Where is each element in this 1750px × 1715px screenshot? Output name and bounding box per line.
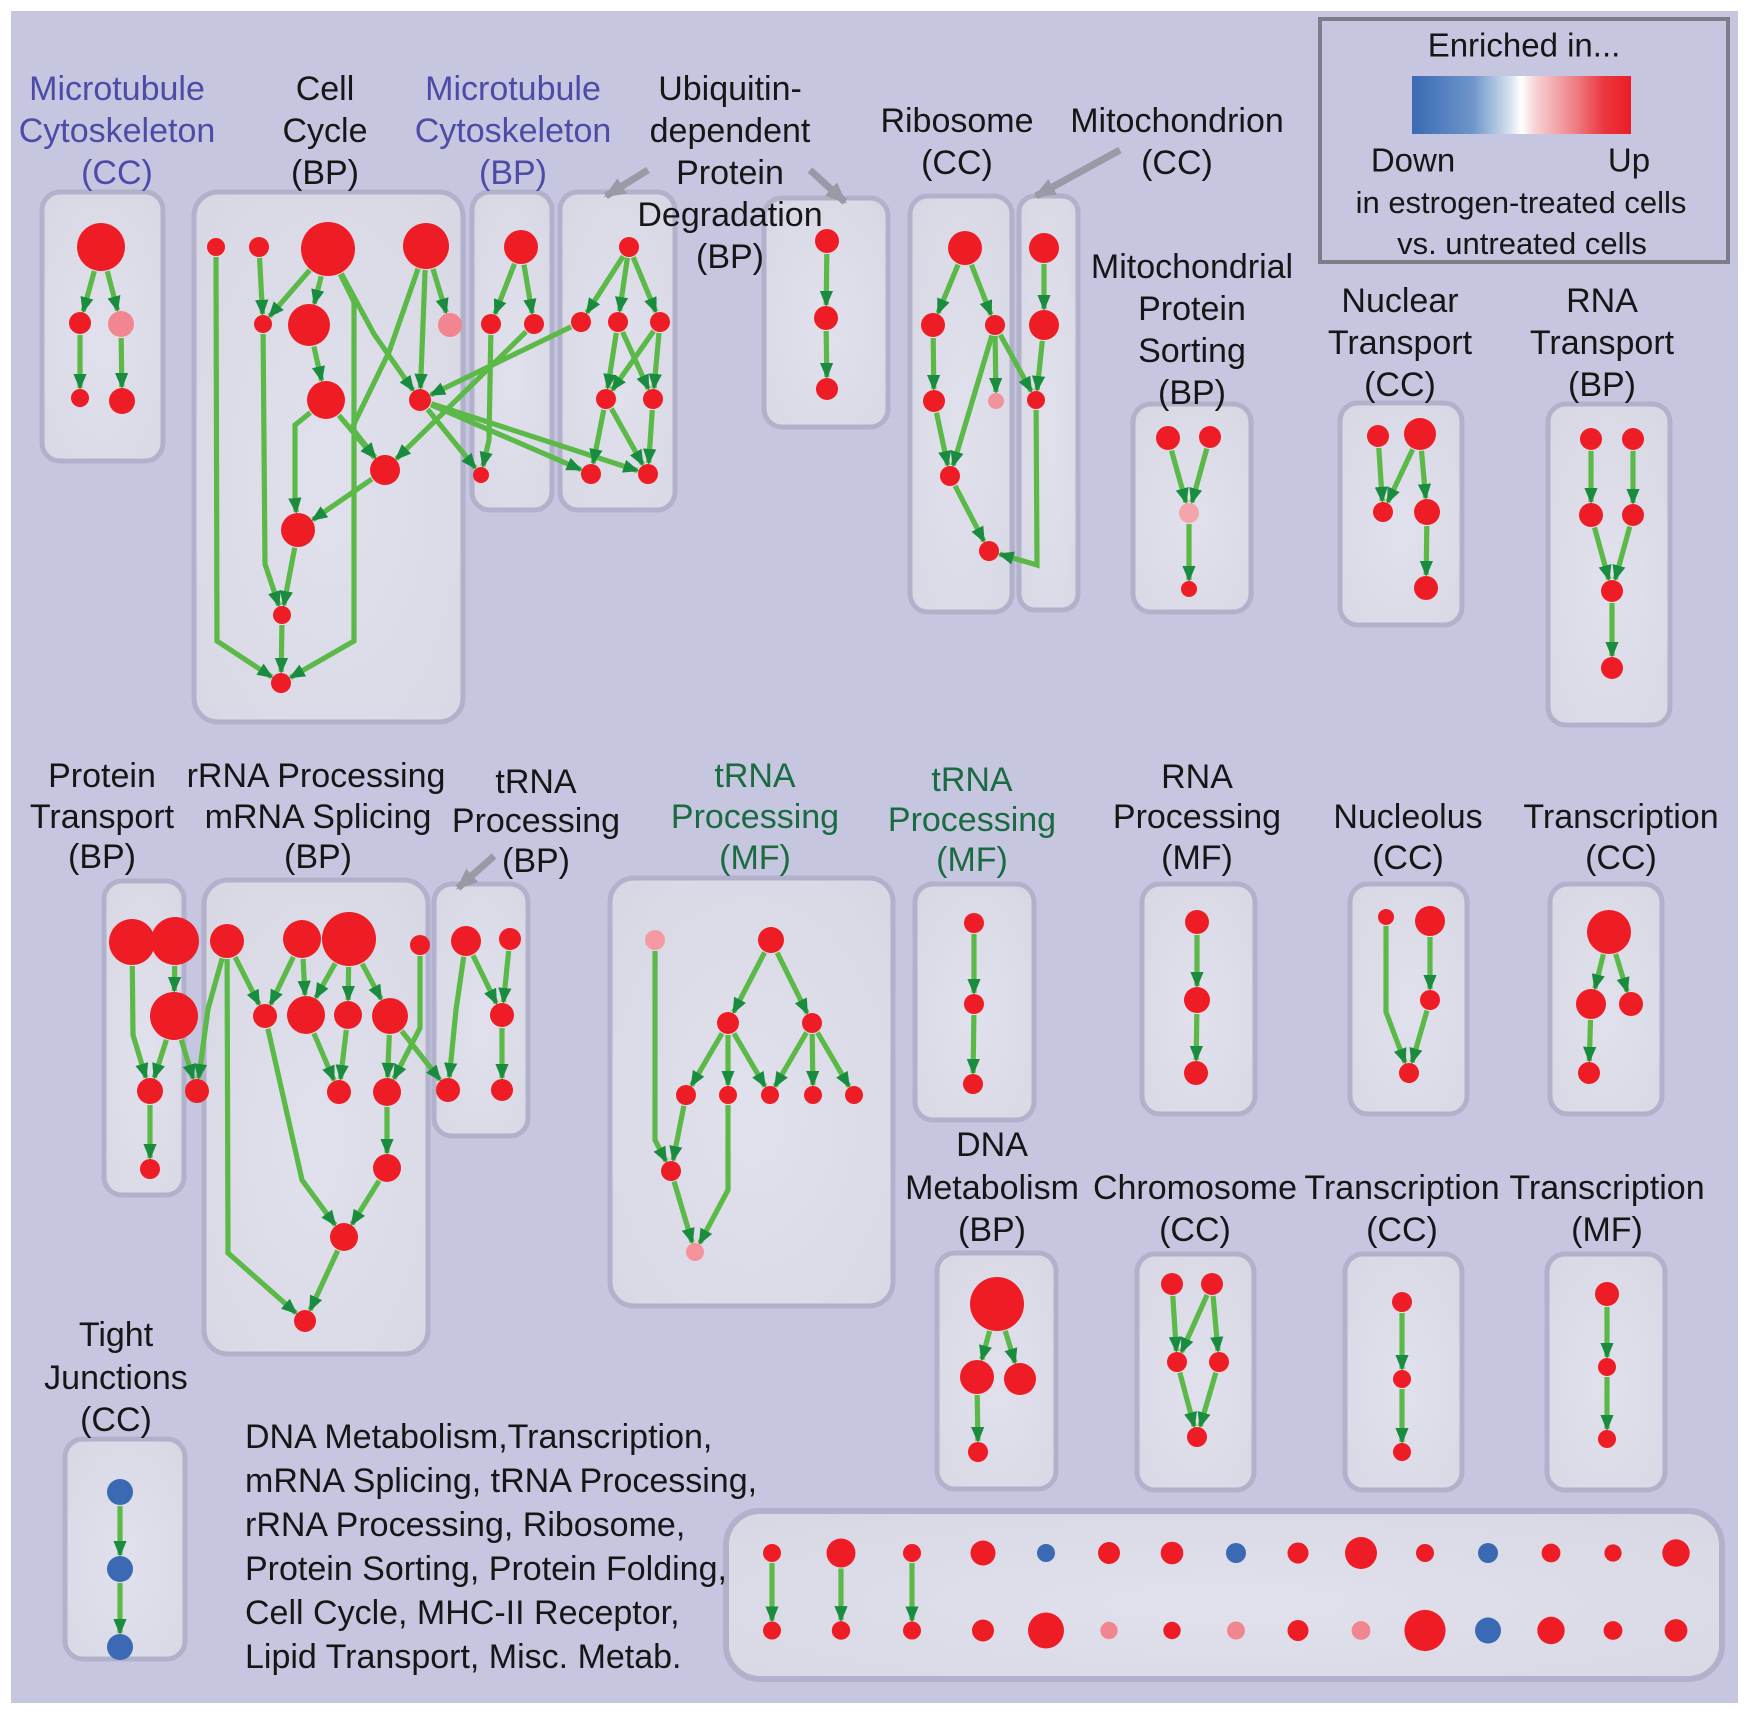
svg-text:Cycle: Cycle <box>282 112 367 150</box>
svg-text:Down: Down <box>1371 142 1455 179</box>
svg-text:Ribosome: Ribosome <box>880 102 1033 140</box>
svg-text:dependent: dependent <box>650 112 811 150</box>
svg-text:Mitochondrial: Mitochondrial <box>1091 248 1293 286</box>
svg-text:Transcription: Transcription <box>1523 798 1718 836</box>
svg-text:(MF): (MF) <box>936 841 1008 879</box>
svg-text:Processing: Processing <box>671 798 839 836</box>
svg-text:Protein: Protein <box>48 757 156 795</box>
svg-text:Sorting: Sorting <box>1138 332 1246 370</box>
svg-text:Transcription: Transcription <box>1509 1169 1704 1207</box>
svg-text:mRNA Splicing, tRNA Processing: mRNA Splicing, tRNA Processing, <box>245 1462 757 1500</box>
svg-text:(CC): (CC) <box>1364 366 1436 404</box>
svg-text:(MF): (MF) <box>719 839 791 877</box>
svg-text:Processing: Processing <box>1113 798 1281 836</box>
svg-text:(CC): (CC) <box>1585 839 1657 877</box>
svg-text:Cell: Cell <box>296 70 355 108</box>
svg-text:Transport: Transport <box>30 798 175 836</box>
svg-text:tRNA: tRNA <box>931 761 1013 799</box>
svg-text:Protein: Protein <box>676 154 784 192</box>
svg-text:mRNA Splicing: mRNA Splicing <box>205 798 432 836</box>
svg-text:Processing: Processing <box>452 802 620 840</box>
svg-text:(CC): (CC) <box>1141 144 1213 182</box>
svg-text:DNA: DNA <box>956 1126 1028 1164</box>
svg-text:(CC): (CC) <box>1366 1211 1438 1249</box>
svg-text:DNA Metabolism,Transcription,: DNA Metabolism,Transcription, <box>245 1418 712 1456</box>
svg-text:(BP): (BP) <box>1568 366 1636 404</box>
svg-text:Enriched in...: Enriched in... <box>1428 27 1621 64</box>
svg-text:Nucleolus: Nucleolus <box>1333 798 1482 836</box>
svg-text:(CC): (CC) <box>921 144 993 182</box>
svg-text:Processing: Processing <box>888 801 1056 839</box>
svg-text:tRNA: tRNA <box>714 757 796 795</box>
svg-text:(BP): (BP) <box>291 154 359 192</box>
svg-text:Protein: Protein <box>1138 290 1246 328</box>
svg-text:Mitochondrion: Mitochondrion <box>1070 102 1284 140</box>
svg-text:Cytoskeleton: Cytoskeleton <box>415 112 612 150</box>
svg-text:Transport: Transport <box>1530 324 1675 362</box>
svg-text:(CC): (CC) <box>1372 839 1444 877</box>
svg-text:Nuclear: Nuclear <box>1341 282 1458 320</box>
svg-text:Transcription: Transcription <box>1304 1169 1499 1207</box>
svg-text:(BP): (BP) <box>68 838 136 876</box>
svg-text:(BP): (BP) <box>1158 374 1226 412</box>
svg-text:(CC): (CC) <box>1159 1211 1231 1249</box>
svg-text:rRNA Processing: rRNA Processing <box>187 757 446 795</box>
svg-text:(BP): (BP) <box>284 838 352 876</box>
svg-text:rRNA Processing, Ribosome,: rRNA Processing, Ribosome, <box>245 1506 685 1544</box>
svg-text:(BP): (BP) <box>479 154 547 192</box>
svg-text:Cytoskeleton: Cytoskeleton <box>19 112 216 150</box>
svg-text:Chromosome: Chromosome <box>1093 1169 1297 1207</box>
svg-text:Microtubule: Microtubule <box>29 70 205 108</box>
svg-text:vs. untreated cells: vs. untreated cells <box>1397 226 1647 261</box>
svg-text:(BP): (BP) <box>502 842 570 880</box>
svg-text:Tight: Tight <box>79 1316 154 1354</box>
svg-text:(MF): (MF) <box>1571 1211 1643 1249</box>
svg-text:RNA: RNA <box>1161 758 1233 796</box>
svg-text:Up: Up <box>1608 142 1650 179</box>
svg-text:(CC): (CC) <box>80 1401 152 1439</box>
svg-text:(BP): (BP) <box>958 1211 1026 1249</box>
svg-text:Junctions: Junctions <box>44 1359 188 1397</box>
svg-text:Transport: Transport <box>1328 324 1473 362</box>
svg-text:(BP): (BP) <box>696 238 764 276</box>
svg-text:(MF): (MF) <box>1161 839 1233 877</box>
svg-text:(CC): (CC) <box>81 154 153 192</box>
svg-text:Degradation: Degradation <box>637 196 822 234</box>
svg-text:Ubiquitin-: Ubiquitin- <box>658 70 802 108</box>
svg-text:Microtubule: Microtubule <box>425 70 601 108</box>
svg-text:tRNA: tRNA <box>495 763 577 801</box>
svg-text:in estrogen-treated cells: in estrogen-treated cells <box>1356 185 1687 220</box>
svg-text:Lipid Transport, Misc. Metab.: Lipid Transport, Misc. Metab. <box>245 1638 682 1676</box>
svg-text:Cell Cycle, MHC-II Receptor,: Cell Cycle, MHC-II Receptor, <box>245 1594 680 1632</box>
svg-text:Protein Sorting, Protein Foldi: Protein Sorting, Protein Folding, <box>245 1550 727 1588</box>
svg-text:Metabolism: Metabolism <box>905 1169 1079 1207</box>
svg-text:RNA: RNA <box>1566 282 1638 320</box>
